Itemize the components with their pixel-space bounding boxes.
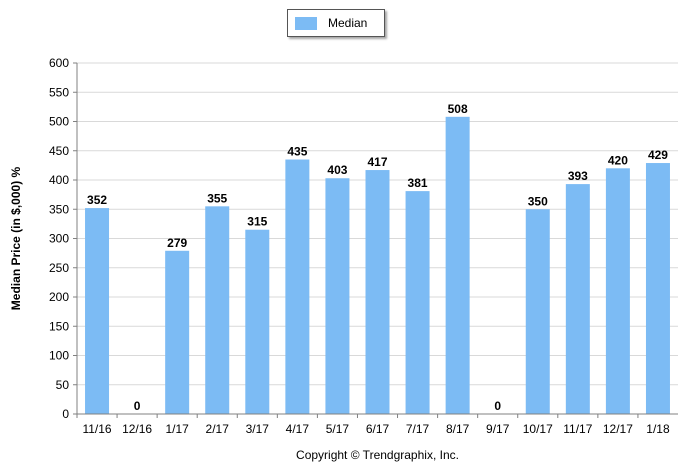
y-tick-label: 600 xyxy=(49,56,69,70)
y-tick-label: 550 xyxy=(49,85,69,99)
x-tick-label: 11/17 xyxy=(563,422,592,436)
y-tick-label: 200 xyxy=(49,290,69,304)
y-tick-label: 350 xyxy=(49,202,69,216)
data-label: 417 xyxy=(367,155,387,169)
x-tick-label: 8/17 xyxy=(446,422,470,436)
x-tick-label: 12/16 xyxy=(122,422,152,436)
y-tick-label: 0 xyxy=(62,407,69,421)
x-tick-label: 5/17 xyxy=(326,422,350,436)
y-tick-label: 100 xyxy=(49,349,69,363)
x-tick-label: 3/17 xyxy=(246,422,270,436)
data-label: 0 xyxy=(134,399,141,413)
x-tick-label: 2/17 xyxy=(206,422,230,436)
x-tick-label: 6/17 xyxy=(366,422,390,436)
y-tick-label: 400 xyxy=(49,173,69,187)
y-tick-label: 250 xyxy=(49,261,69,275)
x-tick-label: 4/17 xyxy=(286,422,310,436)
y-tick-label: 300 xyxy=(49,232,69,246)
bar xyxy=(565,184,590,414)
legend-swatch-median xyxy=(295,17,317,30)
data-label: 350 xyxy=(528,194,548,208)
bar xyxy=(605,168,630,414)
data-label: 0 xyxy=(494,399,501,413)
x-axis-ticks: 11/16 12/16 1/17 2/17 3/17 4/17 5/17 6/17 7/17 8/… xyxy=(76,414,670,436)
y-axis-title: Median Price (in $,000) % xyxy=(9,166,23,310)
data-label: 435 xyxy=(287,145,307,159)
bar xyxy=(405,191,430,414)
copyright-footer: Copyright © Trendgraphix, Inc. xyxy=(296,448,459,462)
data-label: 393 xyxy=(568,169,588,183)
data-label: 279 xyxy=(167,236,187,250)
legend-label-median: Median xyxy=(328,16,368,30)
data-label: 429 xyxy=(648,148,668,162)
data-labels: 352 0 279 355 315 435 403 417 381 508 0 350 393 420 42… xyxy=(87,102,668,413)
data-label: 355 xyxy=(207,191,227,205)
bar xyxy=(365,170,390,414)
x-tick-label: 10/17 xyxy=(523,422,553,436)
data-label: 352 xyxy=(87,193,107,207)
x-tick-label: 1/17 xyxy=(165,422,189,436)
bar xyxy=(85,208,110,414)
y-tick-label: 500 xyxy=(49,115,69,129)
data-label: 381 xyxy=(408,176,428,190)
bar xyxy=(525,209,550,414)
x-tick-label: 9/17 xyxy=(486,422,510,436)
bar xyxy=(445,116,470,414)
bar xyxy=(245,229,270,414)
legend: Median xyxy=(287,9,385,37)
bar xyxy=(645,163,670,414)
y-axis-ticks: 0 50 100 150 200 250 300 350 400 450 500 550 600 xyxy=(49,56,77,421)
y-tick-label: 50 xyxy=(56,378,70,392)
bar xyxy=(205,206,230,414)
y-tick-label: 150 xyxy=(49,319,69,333)
bar xyxy=(325,178,350,414)
bar xyxy=(165,250,190,414)
bar xyxy=(285,159,310,414)
x-tick-label: 7/17 xyxy=(406,422,430,436)
data-label: 420 xyxy=(608,153,628,167)
x-tick-label: 12/17 xyxy=(603,422,633,436)
x-tick-label: 1/18 xyxy=(646,422,670,436)
x-tick-label: 11/16 xyxy=(82,422,111,436)
data-label: 315 xyxy=(247,215,267,229)
bars xyxy=(85,116,670,414)
y-tick-label: 450 xyxy=(49,144,69,158)
data-label: 403 xyxy=(327,163,347,177)
data-label: 508 xyxy=(448,102,468,116)
